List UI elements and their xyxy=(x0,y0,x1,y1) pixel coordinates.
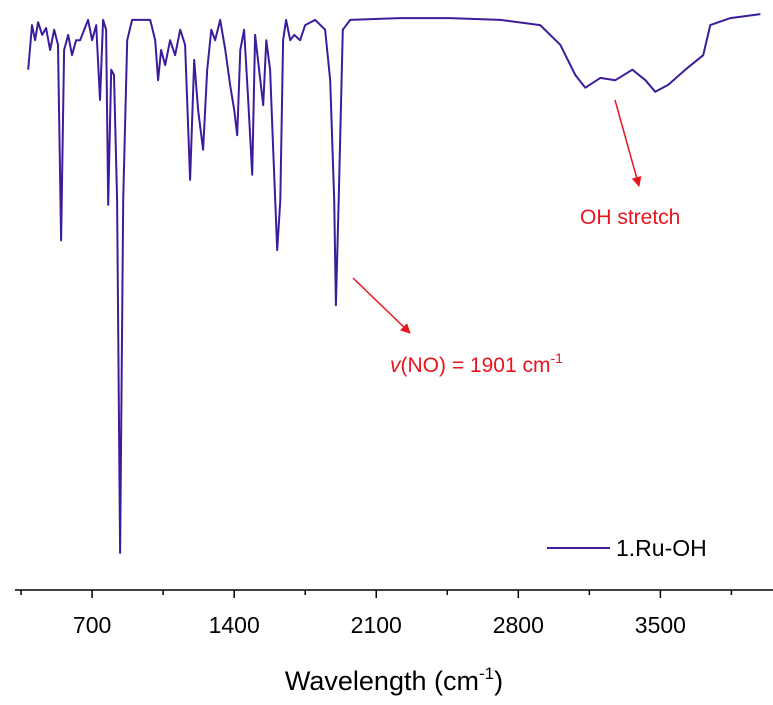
x-axis-label-tail: ) xyxy=(494,666,503,696)
x-axis-label: Wavelength (cm-1) xyxy=(285,664,503,696)
annotation-text: OH stretch xyxy=(580,206,680,229)
x-tick-label: 700 xyxy=(73,612,111,638)
annotation-arrow xyxy=(614,99,642,187)
legend-label: 1.Ru-OH xyxy=(616,535,707,561)
annotation-arrow xyxy=(352,277,411,334)
spectrum-line xyxy=(27,13,761,554)
annotation: v(NO) = 1901 cm-1 xyxy=(390,350,563,377)
x-tick-label: 2100 xyxy=(351,612,402,638)
x-tick-label: 1400 xyxy=(209,612,260,638)
x-tick-label: 3500 xyxy=(635,612,686,638)
x-axis-label-text: Wavelength (cm xyxy=(285,666,479,696)
x-tick-label: 2800 xyxy=(493,612,544,638)
annotation-text: (NO) = 1901 cm xyxy=(401,354,551,377)
annotation: OH stretch xyxy=(580,206,680,229)
annotation-italic: v xyxy=(390,354,402,377)
annotation-sup: -1 xyxy=(550,350,563,366)
x-axis-label-sup: -1 xyxy=(479,664,494,683)
